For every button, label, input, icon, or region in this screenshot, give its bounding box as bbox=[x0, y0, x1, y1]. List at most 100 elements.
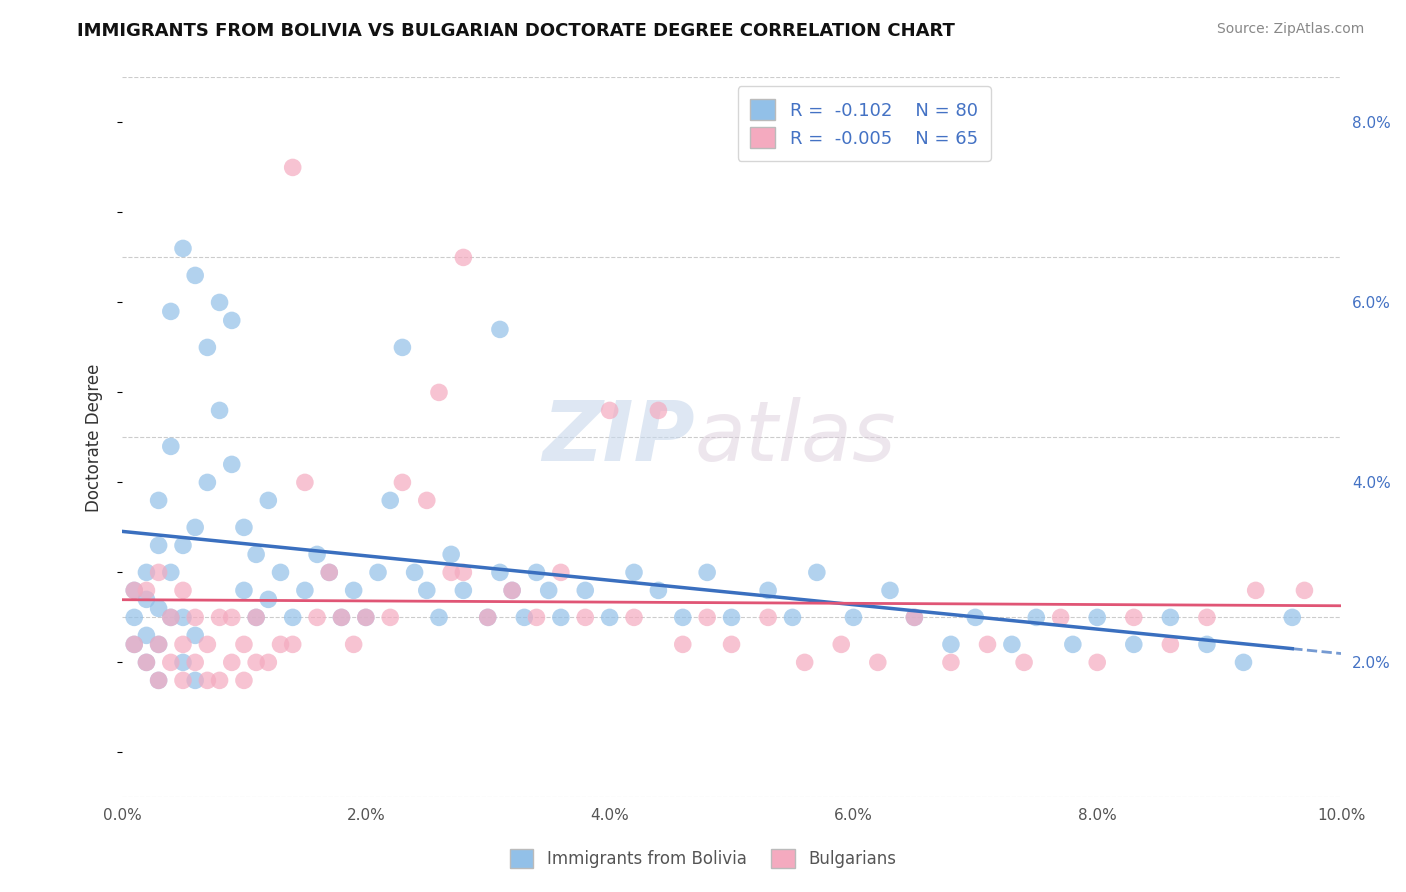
Point bbox=[1062, 637, 1084, 651]
Point bbox=[233, 583, 256, 598]
Point bbox=[879, 583, 901, 598]
Point bbox=[135, 592, 157, 607]
Point bbox=[696, 566, 718, 580]
Point bbox=[184, 656, 207, 670]
Point bbox=[135, 628, 157, 642]
Point bbox=[647, 403, 669, 417]
Point bbox=[135, 656, 157, 670]
Point bbox=[172, 583, 194, 598]
Point bbox=[135, 566, 157, 580]
Point bbox=[453, 583, 475, 598]
Point bbox=[172, 656, 194, 670]
Y-axis label: Doctorate Degree: Doctorate Degree bbox=[86, 363, 103, 512]
Point bbox=[281, 637, 304, 651]
Point bbox=[380, 493, 402, 508]
Point bbox=[440, 548, 463, 562]
Point bbox=[501, 583, 523, 598]
Point bbox=[233, 637, 256, 651]
Point bbox=[1122, 637, 1144, 651]
Point bbox=[221, 656, 243, 670]
Text: atlas: atlas bbox=[695, 397, 897, 478]
Point bbox=[806, 566, 828, 580]
Point bbox=[172, 673, 194, 688]
Point bbox=[427, 610, 450, 624]
Point bbox=[1244, 583, 1267, 598]
Point bbox=[148, 566, 170, 580]
Point bbox=[404, 566, 426, 580]
Point bbox=[184, 610, 207, 624]
Point bbox=[477, 610, 499, 624]
Point bbox=[343, 583, 366, 598]
Point bbox=[257, 656, 280, 670]
Point bbox=[842, 610, 865, 624]
Point bbox=[367, 566, 389, 580]
Point bbox=[1001, 637, 1024, 651]
Point bbox=[1159, 610, 1181, 624]
Point bbox=[720, 610, 742, 624]
Point bbox=[208, 295, 231, 310]
Point bbox=[195, 637, 218, 651]
Point bbox=[172, 538, 194, 552]
Point bbox=[122, 637, 145, 651]
Point bbox=[148, 637, 170, 651]
Point bbox=[599, 403, 621, 417]
Point bbox=[1012, 656, 1035, 670]
Point bbox=[1294, 583, 1316, 598]
Point bbox=[416, 583, 439, 598]
Point bbox=[122, 637, 145, 651]
Point bbox=[281, 610, 304, 624]
Point bbox=[135, 656, 157, 670]
Point bbox=[380, 610, 402, 624]
Point bbox=[184, 673, 207, 688]
Point bbox=[440, 566, 463, 580]
Point bbox=[257, 493, 280, 508]
Point bbox=[184, 268, 207, 283]
Point bbox=[599, 610, 621, 624]
Point bbox=[550, 566, 572, 580]
Point bbox=[720, 637, 742, 651]
Point bbox=[489, 566, 512, 580]
Point bbox=[245, 548, 267, 562]
Point bbox=[1085, 610, 1108, 624]
Point bbox=[307, 548, 329, 562]
Point bbox=[623, 566, 645, 580]
Point bbox=[184, 520, 207, 534]
Point bbox=[1049, 610, 1071, 624]
Point bbox=[343, 637, 366, 651]
Point bbox=[307, 610, 329, 624]
Point bbox=[208, 673, 231, 688]
Point bbox=[782, 610, 804, 624]
Point bbox=[159, 610, 181, 624]
Point bbox=[148, 673, 170, 688]
Point bbox=[122, 610, 145, 624]
Point bbox=[294, 583, 316, 598]
Point bbox=[427, 385, 450, 400]
Point bbox=[148, 538, 170, 552]
Point bbox=[233, 520, 256, 534]
Point bbox=[526, 610, 548, 624]
Point bbox=[195, 673, 218, 688]
Point bbox=[756, 610, 779, 624]
Point bbox=[221, 313, 243, 327]
Point bbox=[159, 656, 181, 670]
Point bbox=[122, 583, 145, 598]
Point bbox=[1281, 610, 1303, 624]
Point bbox=[489, 322, 512, 336]
Point bbox=[159, 610, 181, 624]
Point bbox=[623, 610, 645, 624]
Legend: R =  -0.102    N = 80, R =  -0.005    N = 65: R = -0.102 N = 80, R = -0.005 N = 65 bbox=[738, 87, 991, 161]
Point bbox=[513, 610, 536, 624]
Point bbox=[574, 610, 596, 624]
Point bbox=[1159, 637, 1181, 651]
Point bbox=[647, 583, 669, 598]
Point bbox=[939, 637, 962, 651]
Point bbox=[501, 583, 523, 598]
Point bbox=[537, 583, 560, 598]
Point bbox=[122, 583, 145, 598]
Point bbox=[148, 493, 170, 508]
Point bbox=[233, 673, 256, 688]
Point bbox=[281, 161, 304, 175]
Point bbox=[159, 566, 181, 580]
Text: ZIP: ZIP bbox=[543, 397, 695, 478]
Point bbox=[195, 475, 218, 490]
